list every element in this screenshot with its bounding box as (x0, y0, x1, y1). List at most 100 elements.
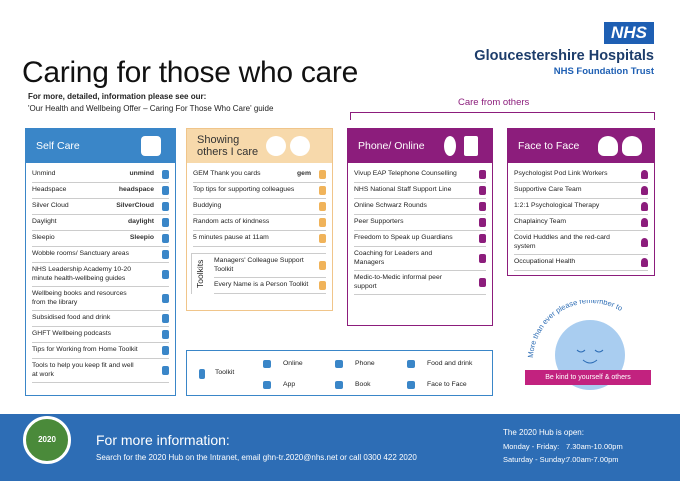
icon (162, 186, 169, 195)
reminder: More than ever please remember to (526, 300, 625, 390)
hours-day: Monday - Friday: (503, 442, 560, 451)
hours-title: The 2020 Hub is open: (503, 428, 584, 437)
column-header: Face to Face (508, 129, 654, 163)
item-logo: daylight (127, 218, 154, 226)
item-text: Top tips for supporting colleagues (193, 186, 295, 194)
item-text: Chaplaincy Team (514, 218, 567, 226)
column-header: Self Care (26, 129, 175, 163)
icon (479, 234, 486, 243)
toolkits-label: Toolkits (191, 254, 208, 294)
item-text: Supportive Care Team (514, 186, 582, 194)
icon (162, 250, 169, 259)
list-item: 1:2:1 Psychological Therapy (514, 199, 648, 215)
icon (162, 346, 169, 355)
column-header: Phone/ Online (348, 129, 492, 163)
icon (479, 254, 486, 263)
hours-time: 7.30am-10.00pm (566, 442, 623, 451)
item-text: Headspace (32, 186, 67, 194)
column: Phone/ Online Vivup EAP Telephone Counsel… (347, 128, 493, 326)
icon (479, 170, 486, 179)
icon (162, 294, 169, 303)
intro: 'Our Health and Wellbeing Offer – Caring… (28, 104, 274, 113)
item-text: Unmind (32, 170, 56, 178)
hours-time: 7.00am-7.00pm (566, 455, 619, 464)
icon (162, 366, 169, 375)
list-item: Vivup EAP Telephone Counselling (354, 167, 486, 183)
item-text: Occupational Health (514, 258, 576, 266)
item-text: Buddying (193, 202, 222, 210)
icon (464, 136, 478, 156)
toolkit-item: Managers' Colleague Support Toolkit (214, 254, 326, 278)
icon (319, 218, 326, 227)
item-text: Freedom to Speak up Guardians (354, 234, 453, 242)
icon (290, 136, 310, 156)
item-text: Random acts of kindness (193, 218, 270, 226)
item-text: Wobble rooms/ Sanctuary areas (32, 250, 129, 258)
key-label: Online (283, 360, 303, 367)
list-item: NHS Leadership Academy 10-20 minute heal… (32, 263, 169, 287)
item-logo: unmind (129, 170, 154, 178)
item-text: 5 minutes pause at 11am (193, 234, 269, 242)
icon (319, 281, 326, 290)
icon (162, 218, 169, 227)
item-text: Coaching for Leaders and Managers (354, 250, 433, 266)
item-logo: Sleepio (129, 234, 154, 242)
key-icon (263, 381, 271, 389)
item-text: GHFT Wellbeing podcasts (32, 330, 112, 338)
icon (162, 202, 169, 211)
key-icon (263, 360, 271, 368)
icon (141, 136, 161, 156)
key-label: Face to Face (427, 381, 467, 388)
item-logo: headspace (118, 186, 154, 194)
list-item: Unmind unmind (32, 167, 169, 183)
column-title: Self Care (36, 140, 80, 152)
trust: NHS Foundation Trust (553, 66, 654, 77)
list-item: GEM Thank you cards gem (193, 167, 326, 183)
icon (319, 186, 326, 195)
item-text: Subsidised food and drink (32, 314, 111, 322)
rows: GEM Thank you cards gem Top tips for suppo… (187, 163, 332, 247)
smile (576, 349, 604, 364)
item-text: Tools to help you keep fit and well at w… (32, 362, 134, 378)
list-item: Daylight daylight (32, 215, 169, 231)
list-item: Top tips for supporting colleagues (193, 183, 326, 199)
hours-day: Saturday - Sunday: (503, 455, 568, 464)
item-text: GEM Thank you cards (193, 170, 261, 178)
key-label: Phone (355, 360, 375, 367)
key-label: Book (355, 381, 371, 388)
rows: Psychologist Pod Link Workers Supportive … (508, 163, 654, 271)
list-item: Tools to help you keep fit and well at w… (32, 359, 169, 383)
icon (641, 186, 648, 195)
item-text: Sleepio (32, 234, 55, 242)
item-text: Peer Supporters (354, 218, 404, 226)
item-logo: SilverCloud (116, 202, 154, 210)
list-item: NHS National Staff Support Line (354, 183, 486, 199)
footer-details: Search for the 2020 Hub on the Intranet,… (96, 453, 417, 462)
list-item: Covid Huddles and the red-card system (514, 231, 648, 255)
item-text: Tips for Working from Home Toolkit (32, 346, 138, 354)
icon (641, 170, 648, 179)
item-text: Managers' Colleague Support Toolkit (214, 257, 304, 273)
list-item: Occupational Health (514, 255, 648, 271)
key: Toolkit Online Phone Food and drink App Book… (186, 350, 493, 396)
toolkits: Toolkits Managers' Colleague Support Tool… (191, 253, 326, 294)
icon (319, 234, 326, 243)
list-item: Tips for Working from Home Toolkit (32, 343, 169, 359)
nhs-logo: NHS (604, 22, 654, 44)
icon (598, 136, 618, 156)
item-text: Medic-to-Medic informal peer support (354, 274, 443, 290)
bracket (350, 112, 655, 120)
icon (319, 202, 326, 211)
icon (319, 170, 326, 179)
list-item: Random acts of kindness (193, 215, 326, 231)
list-item: Headspace headspace (32, 183, 169, 199)
icon (444, 136, 456, 156)
toolkit-items: Managers' Colleague Support Toolkit Every… (208, 254, 326, 294)
list-item: 5 minutes pause at 11am (193, 231, 326, 247)
column-title: Face to Face (518, 140, 580, 152)
list-item: Wellbeing books and resources from the l… (32, 287, 169, 311)
list-item: Buddying (193, 199, 326, 215)
list-item: GHFT Wellbeing podcasts (32, 327, 169, 343)
list-item: Sleepio Sleepio (32, 231, 169, 247)
